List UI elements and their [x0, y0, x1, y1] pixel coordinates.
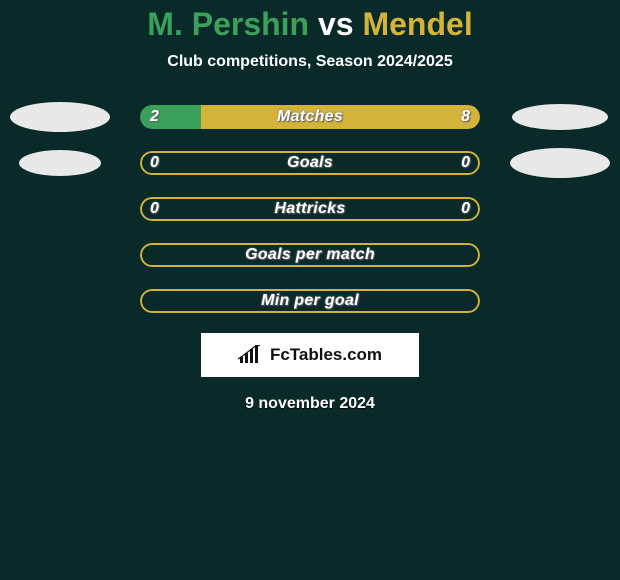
player-right-avatar	[512, 104, 608, 130]
left-avatar-slot	[0, 103, 120, 131]
right-avatar-slot	[500, 195, 620, 223]
stat-value-left: 0	[150, 197, 159, 221]
footer-date: 9 november 2024	[0, 395, 620, 413]
title-player-left: M. Pershin	[147, 6, 309, 42]
stat-bar: Min per goal	[140, 289, 480, 313]
left-avatar-slot	[0, 149, 120, 177]
stat-bar: Hattricks0 0	[140, 197, 480, 221]
right-avatar-slot	[500, 149, 620, 177]
stat-value-right: 0	[461, 151, 470, 175]
stat-value-right: 0	[461, 197, 470, 221]
left-avatar-slot	[0, 195, 120, 223]
stat-bar: Matches2 8	[140, 105, 480, 129]
player-left-avatar	[19, 150, 101, 176]
stat-rows: Matches28Goals00Hattricks00Goals per mat…	[0, 103, 620, 315]
title-player-right: Mendel	[362, 6, 472, 42]
stat-value-left: 2	[150, 105, 159, 129]
right-avatar-slot	[500, 103, 620, 131]
left-avatar-slot	[0, 287, 120, 315]
title-vs: vs	[318, 6, 354, 42]
right-avatar-slot	[500, 287, 620, 315]
stat-value-left: 0	[150, 151, 159, 175]
stat-label: Hattricks	[140, 197, 480, 221]
stat-row: Hattricks0 0	[0, 195, 620, 223]
stat-row: Min per goal	[0, 287, 620, 315]
right-avatar-slot	[500, 241, 620, 269]
stat-label: Goals	[140, 151, 480, 175]
stat-row: Matches2 8	[0, 103, 620, 131]
player-right-avatar	[510, 148, 610, 178]
chart-icon	[238, 345, 264, 365]
watermark-text: FcTables.com	[270, 345, 382, 365]
left-avatar-slot	[0, 241, 120, 269]
stat-row: Goals0 0	[0, 149, 620, 177]
stat-label: Min per goal	[140, 289, 480, 313]
page-title: M. Pershin vs Mendel	[0, 6, 620, 43]
stat-value-right: 8	[461, 105, 470, 129]
stat-label: Goals per match	[140, 243, 480, 267]
stat-bar: Goals per match	[140, 243, 480, 267]
stat-row: Goals per match	[0, 241, 620, 269]
subtitle: Club competitions, Season 2024/2025	[0, 53, 620, 71]
stat-bar: Goals0 0	[140, 151, 480, 175]
stat-label: Matches	[140, 105, 480, 129]
comparison-card: M. Pershin vs Mendel Club competitions, …	[0, 0, 620, 413]
watermark: FcTables.com	[201, 333, 419, 377]
player-left-avatar	[10, 102, 110, 132]
